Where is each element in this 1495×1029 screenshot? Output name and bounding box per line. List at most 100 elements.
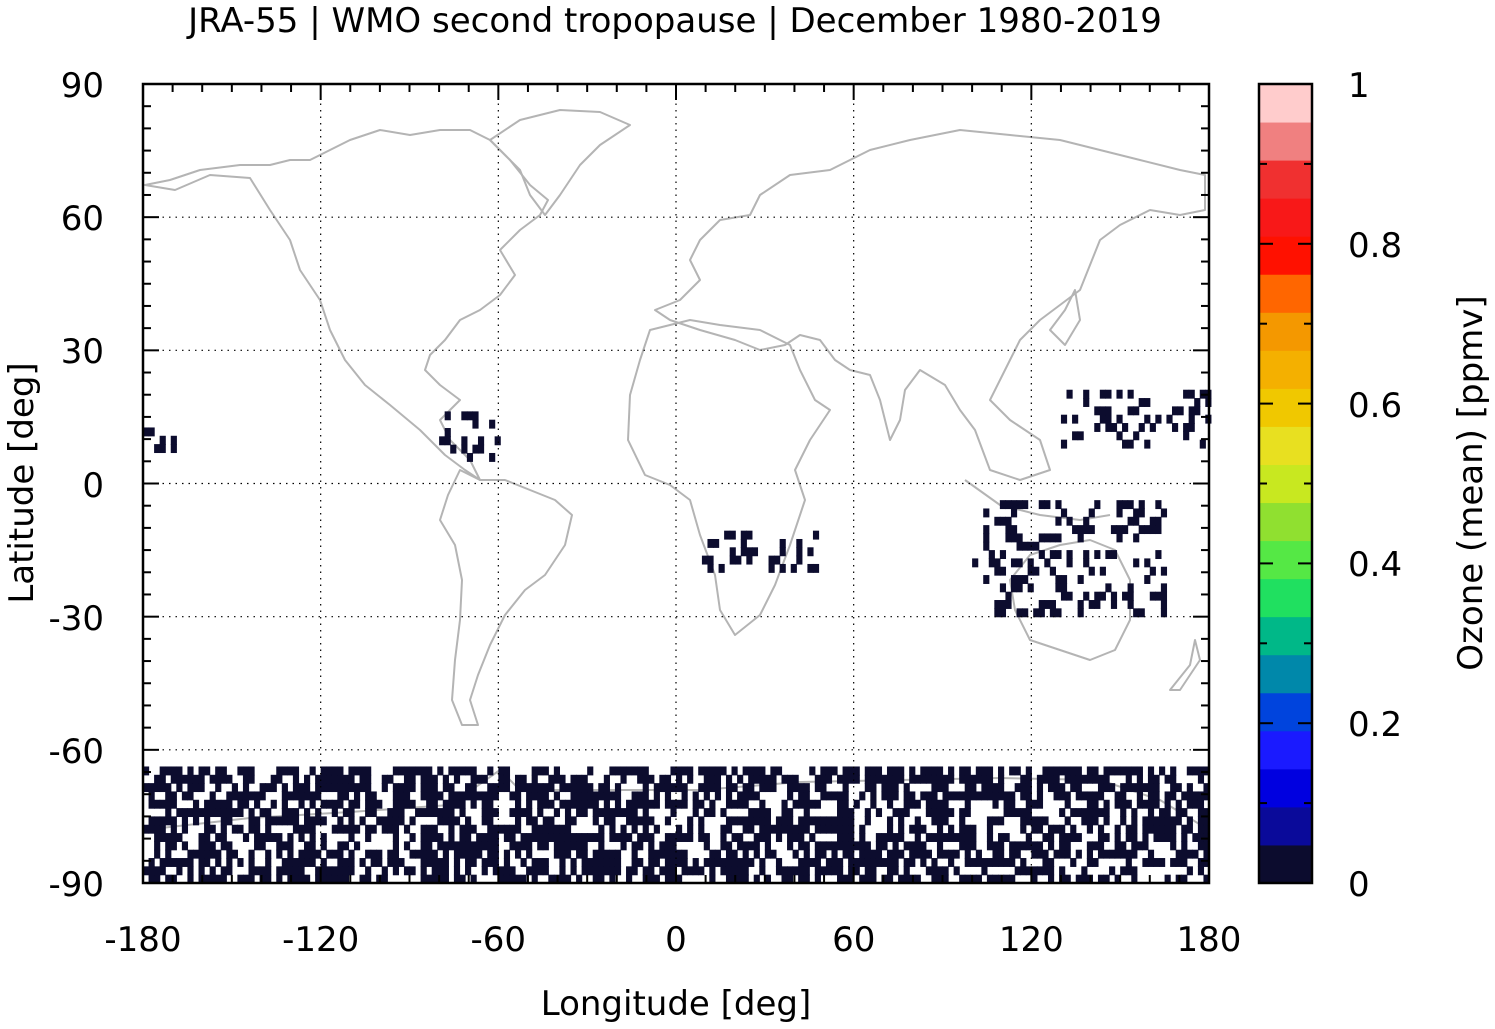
ozone-cell (796, 555, 803, 565)
ozone-cell (159, 799, 166, 809)
ozone-cell (753, 766, 760, 776)
ozone-cell (1125, 866, 1132, 876)
ozone-cell (403, 791, 411, 801)
ozone-cell (609, 858, 616, 867)
ozone-cell (398, 766, 405, 776)
ozone-cell (1170, 833, 1177, 842)
ozone-cell (187, 783, 194, 793)
ozone-cell (337, 874, 344, 884)
ozone-cell (1153, 833, 1160, 842)
ozone-cell (387, 849, 394, 859)
ozone-cell (254, 816, 261, 826)
ozone-cell (803, 858, 810, 867)
ozone-cell (498, 766, 505, 776)
ozone-cell (365, 791, 372, 801)
ozone-cell (559, 849, 566, 859)
ozone-cell (420, 774, 427, 784)
ozone-cell (320, 874, 327, 884)
ozone-cell (1186, 816, 1193, 826)
ozone-cell (774, 555, 781, 565)
ozone-cell (748, 816, 755, 826)
ozone-cell (492, 849, 499, 859)
ozone-cell (986, 816, 994, 826)
ozone-cell (714, 766, 722, 776)
ozone-cell (1186, 849, 1193, 859)
ozone-cell (1086, 808, 1094, 818)
ozone-cell (448, 783, 455, 793)
ozone-cell (281, 799, 288, 809)
ozone-cell (270, 816, 277, 826)
ozone-cell (254, 841, 261, 851)
ozone-cell (1064, 816, 1071, 826)
ozone-cell (764, 849, 771, 859)
ozone-cell (1092, 808, 1099, 818)
ozone-cell (642, 791, 649, 801)
ozone-cell (831, 841, 838, 851)
ozone-cell (559, 783, 566, 793)
ozone-cell (420, 808, 427, 818)
ozone-cell (725, 874, 733, 884)
ozone-cell (670, 808, 677, 818)
ozone-cell (520, 833, 527, 842)
ozone-cell (1122, 591, 1129, 601)
ozone-cell (1188, 414, 1195, 424)
ozone-cell (814, 858, 821, 867)
ozone-cell (1136, 783, 1143, 793)
ozone-cell (1033, 541, 1040, 551)
ozone-cell (798, 866, 805, 876)
ozone-cell (1083, 525, 1090, 535)
ozone-cell (1042, 774, 1049, 784)
ozone-cell (365, 799, 372, 809)
ozone-cell (631, 808, 638, 818)
ozone-cell (1047, 858, 1055, 867)
ozone-cell (742, 858, 749, 867)
ozone-cell (648, 841, 655, 851)
coastline-south-america (439, 469, 573, 726)
ozone-cell (348, 824, 355, 834)
ozone-cell (348, 808, 355, 818)
ozone-cell (1120, 766, 1127, 776)
ozone-cell (542, 766, 549, 776)
ozone-cell (999, 608, 1007, 618)
ozone-cell (553, 824, 561, 834)
ozone-cell (1038, 500, 1045, 510)
y-tick-label: 30 (61, 332, 104, 372)
ozone-cell (1131, 824, 1138, 834)
ozone-cell (481, 808, 488, 818)
ozone-cell (764, 874, 771, 884)
ozone-cell (1094, 550, 1101, 560)
y-tick-label: -90 (48, 865, 104, 905)
ozone-cell (204, 799, 211, 809)
ozone-cell (1159, 833, 1166, 842)
ozone-cell (1022, 608, 1029, 618)
ozone-cell (581, 866, 588, 876)
ozone-cell (1149, 525, 1156, 535)
ozone-cell (220, 816, 227, 826)
ozone-cell (165, 849, 172, 859)
ozone-cell (837, 808, 844, 818)
ozone-cell (1027, 541, 1034, 551)
ozone-cell (1066, 389, 1073, 399)
ozone-cell (426, 791, 433, 801)
ozone-cell (181, 841, 189, 851)
ozone-cell (1197, 799, 1205, 809)
ozone-cell (204, 808, 211, 818)
ozone-cell (1088, 600, 1095, 609)
ozone-cell (648, 849, 655, 859)
ozone-cell (187, 849, 194, 859)
ozone-cell (564, 783, 572, 793)
ozone-cell (176, 774, 183, 784)
ozone-cell (320, 774, 327, 784)
ozone-cell (326, 766, 333, 776)
ozone-cell (1147, 774, 1155, 784)
ozone-cell (576, 833, 583, 842)
ozone-cell (814, 824, 821, 834)
ozone-cell (1197, 774, 1205, 784)
ozone-cell (276, 774, 283, 784)
ozone-cell (748, 841, 755, 851)
x-tick-label: 120 (999, 920, 1064, 960)
ozone-cell (735, 555, 742, 565)
ozone-cell (864, 774, 871, 784)
ozone-cell (348, 766, 355, 776)
ozone-cell (676, 799, 683, 809)
